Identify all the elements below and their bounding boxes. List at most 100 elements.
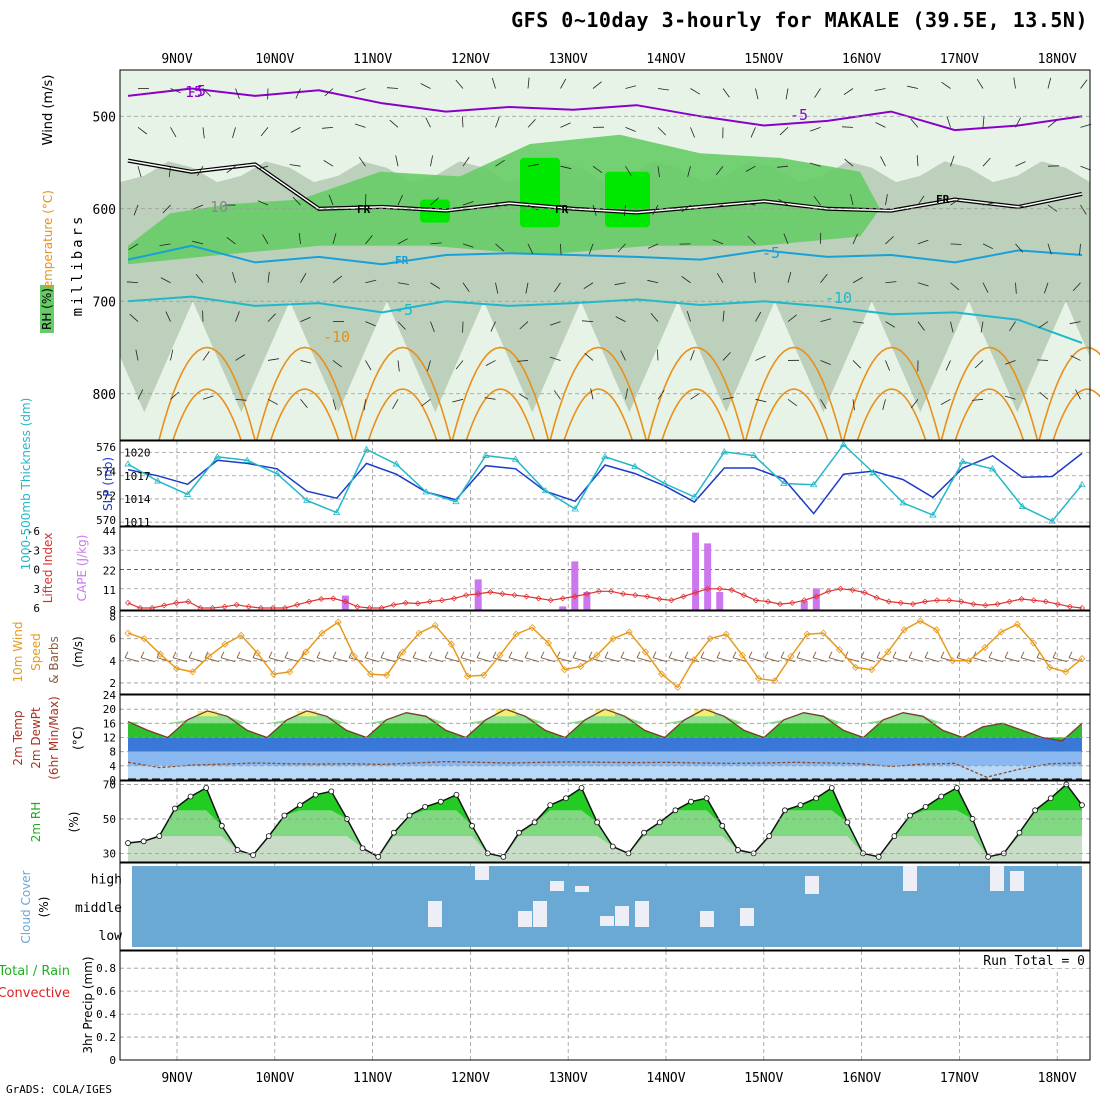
wind-barb (941, 81, 951, 89)
lifted-index-point (934, 597, 941, 604)
wind-barb (852, 277, 863, 284)
wind-barb (950, 243, 962, 245)
temp-title-4: (°C) (71, 726, 85, 750)
y-tick-label: 500 (93, 110, 116, 125)
top-day-label: 15NOV (744, 52, 783, 67)
wind-barb (583, 282, 594, 290)
wind-barb (690, 127, 695, 138)
wind-barb-10m (508, 657, 524, 663)
wind-barb (290, 126, 301, 133)
wind-barb-tick (1004, 651, 1009, 658)
slp-title: SLP (mb) (101, 457, 115, 511)
thickness-point (243, 456, 251, 463)
wind-barb (1015, 117, 1022, 128)
precip-title: 3hr Precip (mm) (81, 956, 95, 1053)
isotherm-15 (1038, 346, 1100, 441)
top-day-label: 9NOV (161, 52, 192, 67)
wind-barb-10m (284, 657, 300, 663)
temp-peak-patch (197, 710, 218, 717)
wind-barb (137, 166, 142, 177)
wind-barb (495, 204, 507, 207)
legend-rh: RH (%) (40, 288, 54, 330)
rh2-point (828, 784, 835, 791)
isotherm-line (127, 87, 1083, 132)
lifted-index-point (849, 587, 856, 594)
dew-band-light (128, 765, 1082, 780)
lifted-index-point (765, 598, 772, 605)
lifted-index-point (499, 590, 506, 597)
wind-barb (389, 119, 399, 128)
rh2-point (609, 843, 616, 850)
wind-barb (430, 197, 439, 206)
panel-frame (119, 862, 1091, 951)
lifted-index-point (656, 596, 663, 603)
wind-barb (1004, 395, 1016, 400)
rh2-point (1079, 802, 1085, 809)
wind-barb (358, 156, 366, 167)
wind-barb-tick (444, 651, 449, 658)
wind-barb (328, 194, 334, 206)
wind-barb-tick (908, 651, 913, 658)
lifted-index-point (535, 595, 542, 602)
wind-barb (810, 126, 821, 132)
isotherm-20 (563, 388, 633, 441)
wind-barb (910, 399, 919, 409)
wind-barb (354, 88, 366, 93)
wind-barb-tick (940, 651, 945, 658)
wind-barb (982, 282, 989, 293)
wind-barb-10m (1020, 657, 1036, 663)
wind-barb (1075, 389, 1081, 400)
run-total-bg (978, 952, 1088, 968)
lifted-index-point (692, 589, 699, 596)
wind-speed-point (884, 648, 892, 656)
thickness-tick: 572 (96, 490, 116, 503)
isotherm-label: FR (395, 254, 409, 267)
wind-speed-point (156, 650, 164, 658)
wind-title-2: Speed (29, 633, 43, 671)
wind-barb-tick (380, 651, 385, 658)
lifted-index-point (438, 597, 445, 604)
panel-frame (119, 69, 1091, 441)
li-tick: 6 (33, 602, 40, 615)
wind-speed-point (463, 672, 472, 680)
lifted-index-point (1066, 603, 1073, 610)
cape-bar (800, 601, 808, 610)
rh2-point (437, 798, 444, 805)
thickness-point (452, 497, 460, 505)
wind-barb (1080, 123, 1092, 128)
wind-speed-point (431, 621, 439, 629)
wind-barb (300, 273, 307, 283)
wind-speed-point (787, 652, 795, 660)
wind-barb (267, 271, 270, 283)
cloud-block (615, 906, 629, 926)
rh2-point (875, 853, 882, 860)
wind-barb (365, 321, 376, 327)
cloud-block (1010, 871, 1024, 891)
wind-speed-point (641, 648, 649, 656)
wind-barb-tick (1020, 651, 1025, 658)
thickness-point (213, 453, 222, 460)
wind-barb (880, 156, 886, 167)
wind-barb (917, 195, 925, 206)
wind-barb-tick (220, 651, 225, 658)
wind-barb (462, 156, 470, 167)
wind-barb (850, 194, 854, 206)
rh2-area-low (128, 836, 1082, 862)
wind-barb (267, 398, 278, 405)
cape-bar (716, 592, 724, 610)
wind-barb (323, 160, 334, 167)
lifted-index-point (1018, 596, 1025, 603)
cloud-block (805, 876, 819, 894)
wind-barb-tick (700, 651, 705, 658)
wind-barb-10m (876, 657, 892, 663)
lifted-index-point (233, 601, 240, 608)
wind-barb-tick (540, 651, 545, 658)
wind-barb (592, 165, 603, 174)
thickness-point (362, 445, 371, 452)
wind-barb-10m (684, 657, 700, 663)
wind-barb (1015, 161, 1026, 167)
cloud-block (903, 866, 917, 891)
wind-barb (1015, 204, 1027, 208)
wind-barb-tick (732, 651, 737, 658)
thickness-point (869, 468, 878, 475)
